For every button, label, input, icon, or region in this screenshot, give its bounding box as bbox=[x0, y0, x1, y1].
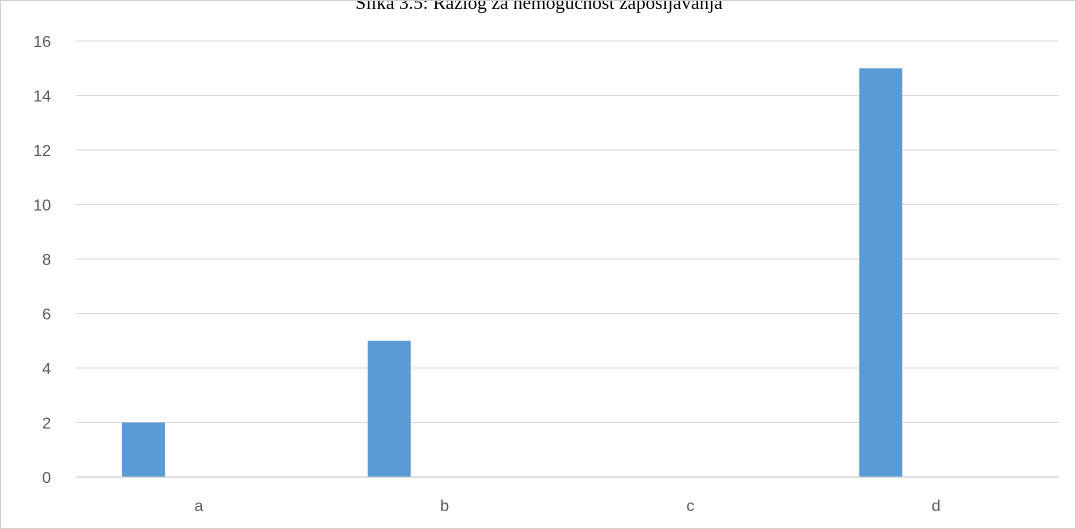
chart-title: Slika 3.5: Razlog za nemogućnost zapošlj… bbox=[355, 0, 723, 14]
x-axis-ticks: a b c d bbox=[194, 498, 940, 515]
y-tick-label: 2 bbox=[42, 416, 51, 433]
x-tick-label: c bbox=[686, 498, 694, 515]
y-tick-label: 6 bbox=[42, 307, 51, 324]
gridlines bbox=[76, 40, 1059, 423]
bars bbox=[122, 68, 903, 477]
x-tick-label: b bbox=[440, 498, 449, 515]
x-tick-label: a bbox=[194, 498, 203, 515]
y-tick-label: 16 bbox=[33, 34, 51, 51]
y-tick-label: 14 bbox=[33, 89, 51, 106]
bar-a bbox=[122, 422, 165, 477]
bar-b bbox=[367, 340, 411, 477]
y-tick-label: 8 bbox=[42, 252, 51, 269]
y-tick-label: 12 bbox=[33, 143, 51, 160]
y-tick-label: 0 bbox=[42, 470, 51, 487]
bar-d bbox=[859, 68, 903, 477]
x-tick-label: d bbox=[932, 498, 941, 515]
y-tick-label: 10 bbox=[33, 198, 51, 215]
y-tick-label: 4 bbox=[42, 361, 51, 378]
y-axis-ticks: 0 2 4 6 8 10 12 14 16 bbox=[33, 34, 51, 487]
